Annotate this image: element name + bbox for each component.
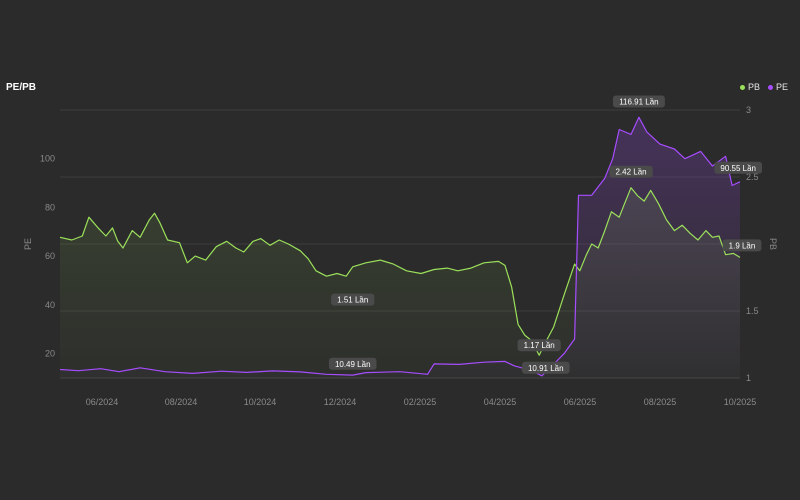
pb-dot-icon <box>739 84 745 90</box>
callout-label: 10.49 Lần <box>335 360 371 369</box>
callout-label: 10.91 Lần <box>528 364 564 373</box>
x-tick-label: 08/2024 <box>165 397 198 407</box>
y-left-tick-label: 80 <box>45 202 55 212</box>
callout-label: 1.17 Lần <box>524 341 555 350</box>
y-right-tick-label: 1 <box>746 373 751 383</box>
x-tick-label: 10/2025 <box>724 397 757 407</box>
area-layer <box>60 117 740 379</box>
legend-label-pb: PB <box>747 82 760 92</box>
callout-box <box>722 239 762 252</box>
callout-box <box>331 293 375 306</box>
callout-label: 2.42 Lần <box>615 168 646 177</box>
pe-dot-icon <box>767 84 773 90</box>
y-left-tick-label: 60 <box>45 251 55 261</box>
callout-box <box>328 357 377 370</box>
x-tick-label: 06/2024 <box>86 397 119 407</box>
callout-box <box>521 361 570 374</box>
callout-label: 116.91 Lần <box>619 98 658 107</box>
y-left-tick-label: 40 <box>45 300 55 310</box>
axis-layer: 20 40 60 80 100 1 1.5 2.5 3 06/2024 08/2024 10/2024… <box>23 105 778 407</box>
chart-title: PE/PB <box>6 82 37 93</box>
y-right-tick-label: 3 <box>746 105 751 115</box>
callout-label: 90.55 Lần <box>720 164 756 173</box>
y-left-tick-label: 100 <box>40 154 55 164</box>
callout-box <box>517 339 561 352</box>
y-right-tick-label: 2.5 <box>746 172 759 182</box>
legend-item-pb[interactable]: PB <box>739 82 760 92</box>
callout-label: 1.51 Lần <box>337 296 368 305</box>
callout-label: 1.9 Lần <box>729 241 756 250</box>
x-tick-label: 12/2024 <box>324 397 357 407</box>
y-right-axis-title: PB <box>768 238 778 250</box>
series-area-pb <box>60 187 740 378</box>
y-left-axis-title: PE <box>23 238 33 250</box>
callout-box <box>714 161 762 174</box>
series-line-pb <box>59 187 741 356</box>
legend: PB PE <box>739 82 788 92</box>
callout-box <box>609 165 653 178</box>
y-left-tick-label: 20 <box>45 349 55 359</box>
series-area-pe <box>60 117 740 379</box>
legend-item-pe[interactable]: PE <box>767 82 788 92</box>
x-tick-label: 08/2025 <box>644 397 677 407</box>
x-tick-label: 04/2025 <box>484 397 517 407</box>
x-tick-label: 02/2025 <box>404 397 437 407</box>
callout-layer: 116.91 Lần 2.42 Lần 90.55 Lần 1.9 Lần 1.51 L… <box>328 95 762 374</box>
callout-box <box>612 95 665 108</box>
x-tick-label: 06/2025 <box>564 397 597 407</box>
legend-label-pe: PE <box>775 82 788 92</box>
y-right-tick-label: 1.5 <box>746 306 759 316</box>
x-tick-label: 10/2024 <box>244 397 277 407</box>
